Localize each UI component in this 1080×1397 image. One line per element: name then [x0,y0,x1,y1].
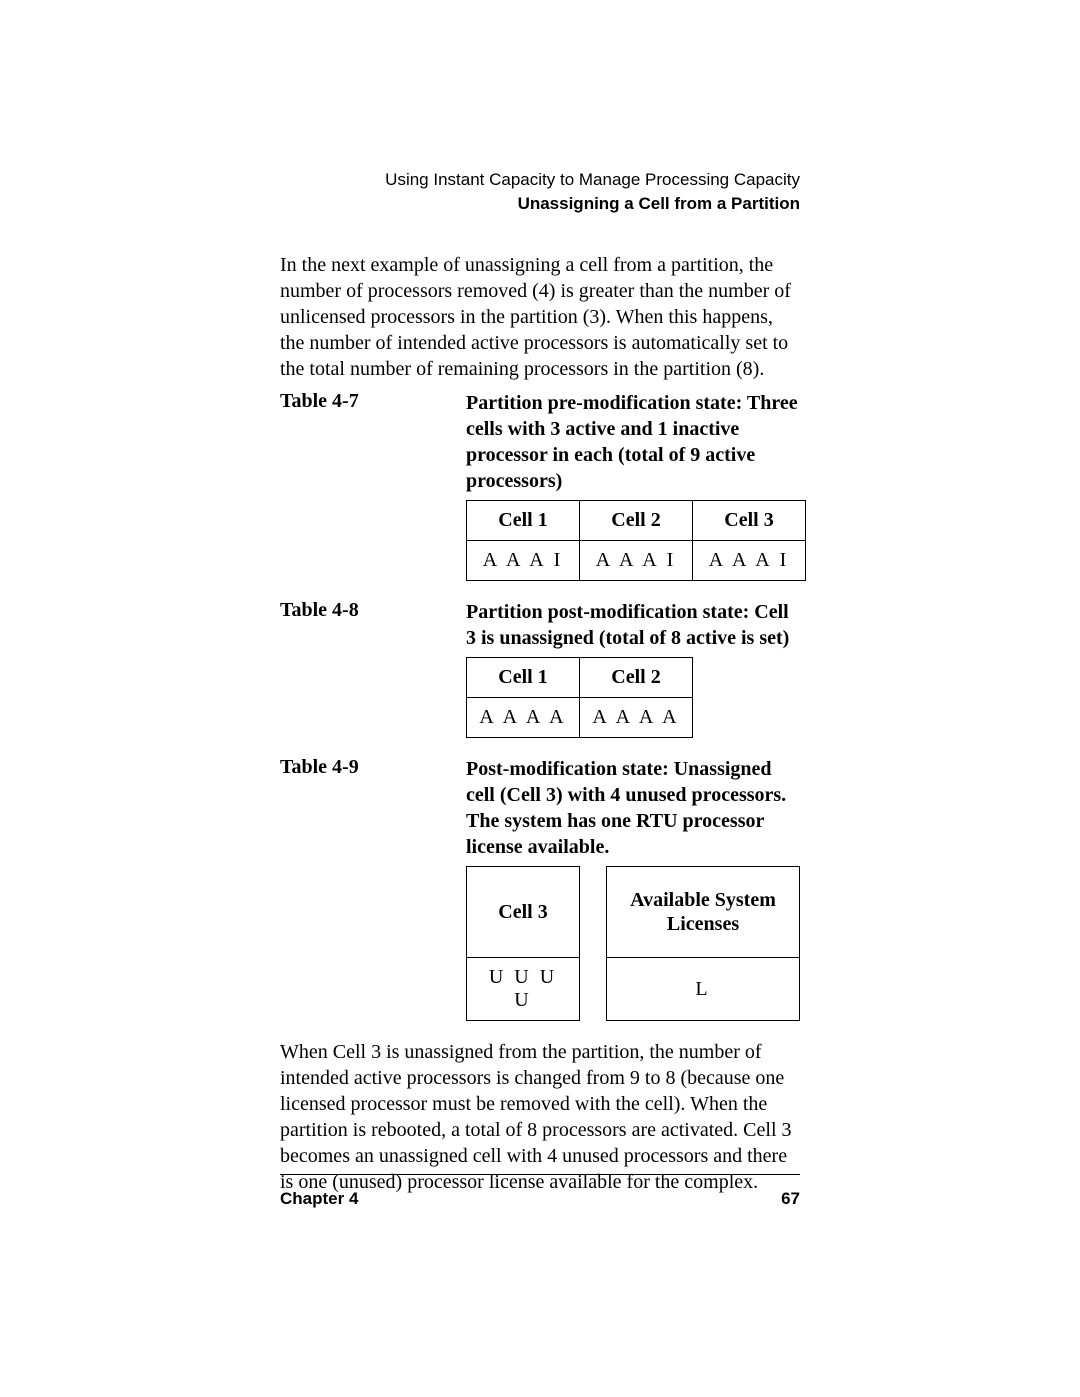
table-row: U U U U [467,958,580,1021]
table-4-7-label: Table 4-7 [280,390,466,413]
table-4-9-split: Cell 3 U U U U Available System Licenses… [466,866,800,1021]
header-line-1: Using Instant Capacity to Manage Process… [280,170,800,190]
intro-paragraph: In the next example of unassigning a cel… [280,252,800,382]
table-row: Cell 1 Cell 2 Cell 3 [467,501,806,541]
page: Using Instant Capacity to Manage Process… [0,0,1080,1397]
table-4-8-heading: Table 4-8 Partition post-modification st… [280,599,800,651]
footer-chapter: Chapter 4 [280,1189,358,1209]
table-4-9-right: Available System Licenses L [606,866,800,1021]
cell: A A A I [580,541,693,581]
table-row: Cell 3 [467,867,580,958]
cell: L [607,958,800,1021]
col-header: Cell 1 [467,501,580,541]
table-4-7: Cell 1 Cell 2 Cell 3 A A A I A A A I A A… [466,500,806,581]
page-footer: Chapter 4 67 [280,1174,800,1209]
table-4-7-heading: Table 4-7 Partition pre-modification sta… [280,390,800,494]
col-header: Cell 1 [467,658,580,698]
table-row: L [607,958,800,1021]
table-row: A A A I A A A I A A A I [467,541,806,581]
col-header: Cell 2 [580,501,693,541]
cell: A A A I [467,541,580,581]
header-line-2: Unassigning a Cell from a Partition [280,194,800,214]
table-row: A A A A A A A A [467,698,693,738]
running-header: Using Instant Capacity to Manage Process… [280,170,800,214]
table-4-7-caption: Partition pre-modification state: Three … [466,390,800,494]
table-row: Cell 1 Cell 2 [467,658,693,698]
col-header: Cell 3 [693,501,806,541]
table-4-9-left: Cell 3 U U U U [466,866,580,1021]
footer-page-number: 67 [781,1189,800,1209]
cell: A A A I [693,541,806,581]
table-4-9-label: Table 4-9 [280,756,466,779]
table-4-9-heading: Table 4-9 Post-modification state: Unass… [280,756,800,860]
col-header: Cell 2 [580,658,693,698]
table-4-9-caption: Post-modification state: Unassigned cell… [466,756,800,860]
table-4-8-label: Table 4-8 [280,599,466,622]
table-4-8: Cell 1 Cell 2 A A A A A A A A [466,657,693,738]
cell: A A A A [580,698,693,738]
table-4-9-wrap: Cell 3 U U U U Available System Licenses… [466,866,800,1021]
closing-paragraph: When Cell 3 is unassigned from the parti… [280,1039,800,1195]
table-row: Available System Licenses [607,867,800,958]
cell: A A A A [467,698,580,738]
table-4-8-wrap: Cell 1 Cell 2 A A A A A A A A [466,657,800,738]
table-4-7-wrap: Cell 1 Cell 2 Cell 3 A A A I A A A I A A… [466,500,800,581]
cell: U U U U [467,958,580,1021]
table-4-8-caption: Partition post-modification state: Cell … [466,599,800,651]
col-header: Available System Licenses [607,867,800,958]
col-header: Cell 3 [467,867,580,958]
